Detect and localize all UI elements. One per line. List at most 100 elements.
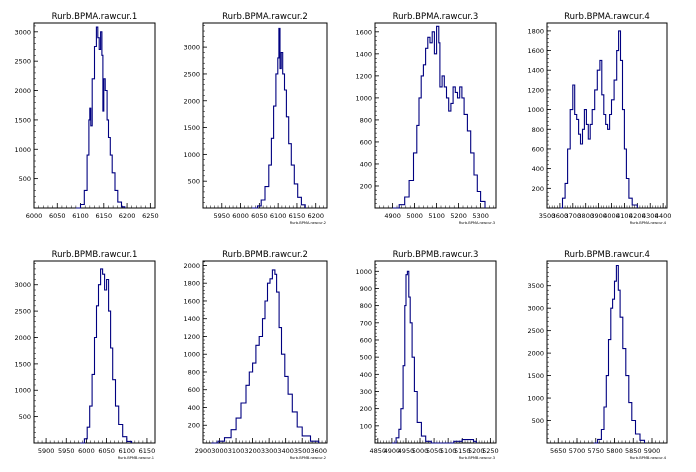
title-box <box>548 11 666 21</box>
y-tick-label: 800 <box>532 126 544 134</box>
x-tick-label: 5200 <box>450 212 467 220</box>
histogram-series <box>391 270 477 444</box>
x-axis-title: Rurb.BPMB.rawcur.2 <box>290 456 326 460</box>
x-tick-label: 4900 <box>384 212 401 220</box>
x-tick-label: 6200 <box>307 212 324 220</box>
x-axis-title: Rurb.BPMA.rawcur.2 <box>290 221 326 225</box>
x-tick-label: 5900 <box>644 447 661 455</box>
y-tick-label: 1000 <box>14 146 31 154</box>
y-tick-label: 1500 <box>14 360 31 368</box>
y-tick-label: 3500 <box>527 282 544 290</box>
y-tick-label: 800 <box>360 302 372 310</box>
y-tick-label: 1600 <box>183 297 200 305</box>
y-tick-label: 1000 <box>183 351 200 359</box>
histogram-series <box>392 25 486 209</box>
y-tick-label: 1400 <box>527 67 544 75</box>
x-tick-label: 6250 <box>142 212 159 220</box>
y-tick-label: 400 <box>360 371 372 379</box>
x-tick-label: 5250 <box>482 447 499 455</box>
y-tick-label: 400 <box>188 404 200 412</box>
y-tick-label: 700 <box>360 319 372 327</box>
x-tick-label: 4850 <box>370 447 387 455</box>
plot-frame <box>546 260 668 444</box>
x-tick-label: 5300 <box>472 212 489 220</box>
x-tick-label: 6100 <box>118 447 135 455</box>
x-tick-label: 5100 <box>440 447 457 455</box>
x-tick-label: 6050 <box>98 447 115 455</box>
histogram-panel-5: Rurb.BPMB.rawcur.1 500 1000 1500 2000 2500 300… <box>14 249 156 460</box>
x-tick-label: 5950 <box>214 212 231 220</box>
y-tick-label: 600 <box>360 138 372 146</box>
x-tick-label: 3500 <box>294 447 311 455</box>
y-tick-label: 1600 <box>355 28 372 36</box>
x-tick-label: 5800 <box>606 447 623 455</box>
plot-frame <box>202 22 328 209</box>
x-tick-label: 6000 <box>232 212 249 220</box>
title-box <box>376 11 495 21</box>
plot-title: Rurb.BPMA.rawcur.1 <box>52 12 138 22</box>
x-axis-title: Rurb.BPMB.rawcur.1 <box>118 456 154 460</box>
histogram-series <box>211 269 320 444</box>
x-tick-label: 5100 <box>428 212 445 220</box>
histogram-series <box>75 26 126 209</box>
plot-title: Rurb.BPMB.rawcur.1 <box>52 250 138 260</box>
y-tick-label: 1000 <box>183 151 200 159</box>
x-tick-label: 5900 <box>38 447 55 455</box>
histogram-panel-2: Rurb.BPMA.rawcur.2 500 1000 1500 2000 2500 300… <box>183 11 328 225</box>
x-tick-label: 3100 <box>228 447 245 455</box>
y-tick-label: 800 <box>188 368 200 376</box>
y-tick-label: 2500 <box>14 308 31 316</box>
x-tick-label: 5050 <box>426 447 443 455</box>
plot-title: Rurb.BPMA.rawcur.3 <box>393 12 479 22</box>
x-tick-label: 5850 <box>625 447 642 455</box>
x-tick-label: 3400 <box>277 447 294 455</box>
plot-title: Rurb.BPMB.rawcur.4 <box>564 250 650 260</box>
y-tick-label: 1200 <box>183 333 200 341</box>
y-tick-label: 3000 <box>527 305 544 313</box>
title-box <box>35 249 154 259</box>
y-tick-label: 1800 <box>183 280 200 288</box>
x-tick-label: 3700 <box>565 212 582 220</box>
y-tick-label: 500 <box>19 413 31 421</box>
plot-frame <box>202 260 328 444</box>
x-tick-label: 4200 <box>629 212 646 220</box>
histogram-series <box>593 264 646 444</box>
y-tick-label: 1600 <box>527 47 544 55</box>
y-tick-label: 400 <box>532 165 544 173</box>
x-tick-label: 3600 <box>310 447 327 455</box>
x-tick-label: 5750 <box>587 447 604 455</box>
plot-title: Rurb.BPMB.rawcur.3 <box>393 250 479 260</box>
y-tick-label: 3000 <box>14 281 31 289</box>
y-tick-label: 1000 <box>14 387 31 395</box>
x-tick-label: 4000 <box>603 212 620 220</box>
y-tick-label: 1400 <box>183 315 200 323</box>
x-tick-label: 5950 <box>58 447 75 455</box>
x-tick-label: 4950 <box>398 447 415 455</box>
plot-frame <box>374 22 497 209</box>
y-tick-label: 500 <box>188 178 200 186</box>
y-tick-label: 100 <box>360 422 372 430</box>
y-tick-label: 500 <box>360 354 372 362</box>
y-tick-label: 2500 <box>183 70 200 78</box>
y-tick-label: 200 <box>532 185 544 193</box>
y-tick-label: 2500 <box>527 327 544 335</box>
histogram-series <box>80 268 133 444</box>
x-tick-label: 6100 <box>72 212 89 220</box>
y-tick-label: 400 <box>360 160 372 168</box>
y-tick-label: 800 <box>360 116 372 124</box>
y-tick-label: 1500 <box>14 116 31 124</box>
x-tick-label: 5000 <box>412 447 429 455</box>
x-tick-label: 5700 <box>569 447 586 455</box>
x-tick-label: 3200 <box>244 447 261 455</box>
y-tick-label: 2500 <box>14 58 31 66</box>
y-tick-label: 1500 <box>183 124 200 132</box>
x-tick-label: 4300 <box>642 212 659 220</box>
y-tick-label: 1000 <box>355 268 372 276</box>
plot-frame <box>374 260 497 444</box>
x-tick-label: 3000 <box>211 447 228 455</box>
x-tick-label: 6000 <box>26 212 43 220</box>
y-tick-label: 200 <box>360 405 372 413</box>
histogram-series <box>251 27 306 209</box>
y-tick-label: 300 <box>360 388 372 396</box>
y-tick-label: 1000 <box>355 94 372 102</box>
